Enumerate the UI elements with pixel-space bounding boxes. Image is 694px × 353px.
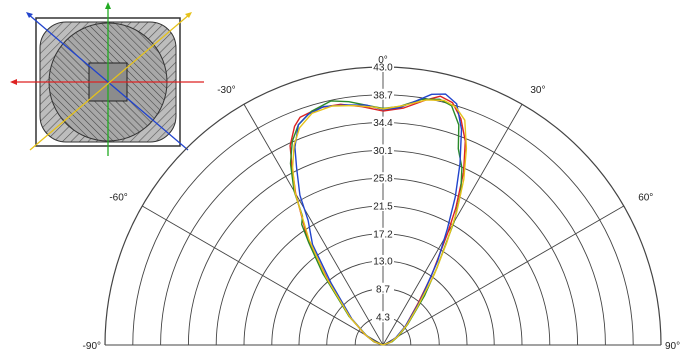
angle-label: -60°	[109, 193, 127, 204]
tick-label-bg	[372, 61, 394, 72]
radial-tick-label: 21.5	[373, 202, 393, 213]
radial-tick-label: 4.3	[376, 313, 390, 324]
radial-tick-label: 34.4	[373, 118, 393, 129]
tick-label-bg	[372, 227, 394, 239]
grid-spoke	[382, 205, 624, 346]
tick-label-bg	[372, 144, 394, 156]
radial-tick-label: 25.8	[373, 174, 393, 185]
angle-label: 0°	[378, 55, 388, 66]
series-line	[289, 95, 466, 346]
tick-label-bg	[372, 282, 394, 294]
green-axis-arrow	[105, 2, 111, 9]
red-axis-arrow	[10, 79, 17, 85]
tick-label-bg	[372, 254, 394, 266]
angle-label: -90°	[83, 341, 101, 352]
tick-label-bg	[372, 311, 394, 323]
radial-tick-label: 30.1	[373, 146, 393, 157]
radial-tick-label: 17.2	[373, 229, 393, 240]
radial-tick-label: 8.7	[376, 284, 390, 295]
radial-tick-label: 13.0	[373, 256, 393, 267]
tick-label-bg	[372, 200, 394, 211]
tick-label-bg	[372, 172, 394, 184]
blue-axis-arrow	[26, 12, 33, 18]
polar-series	[289, 93, 468, 346]
radial-tick-label: 43.0	[373, 63, 393, 74]
led-top-view-inset	[10, 2, 204, 156]
series-line	[291, 99, 468, 346]
angle-label: 60°	[638, 193, 653, 204]
polar-labels: 4.3 8.7 13.0 17.2 21.5 25.8 30.1 34.4 38.7 43.00°…	[83, 55, 681, 352]
angle-label: 30°	[530, 85, 545, 96]
grid-spoke	[243, 104, 384, 346]
yellow-axis	[29, 13, 191, 151]
radial-tick-label: 38.7	[373, 90, 393, 101]
angle-label: -30°	[217, 85, 235, 96]
tick-label-bg	[372, 116, 394, 128]
grid-spoke	[142, 205, 384, 346]
series-line	[289, 98, 463, 346]
tick-label-bg	[372, 88, 394, 100]
blue-axis	[27, 13, 189, 151]
angle-label: 90°	[665, 341, 680, 352]
yellow-axis-arrow	[185, 12, 192, 18]
